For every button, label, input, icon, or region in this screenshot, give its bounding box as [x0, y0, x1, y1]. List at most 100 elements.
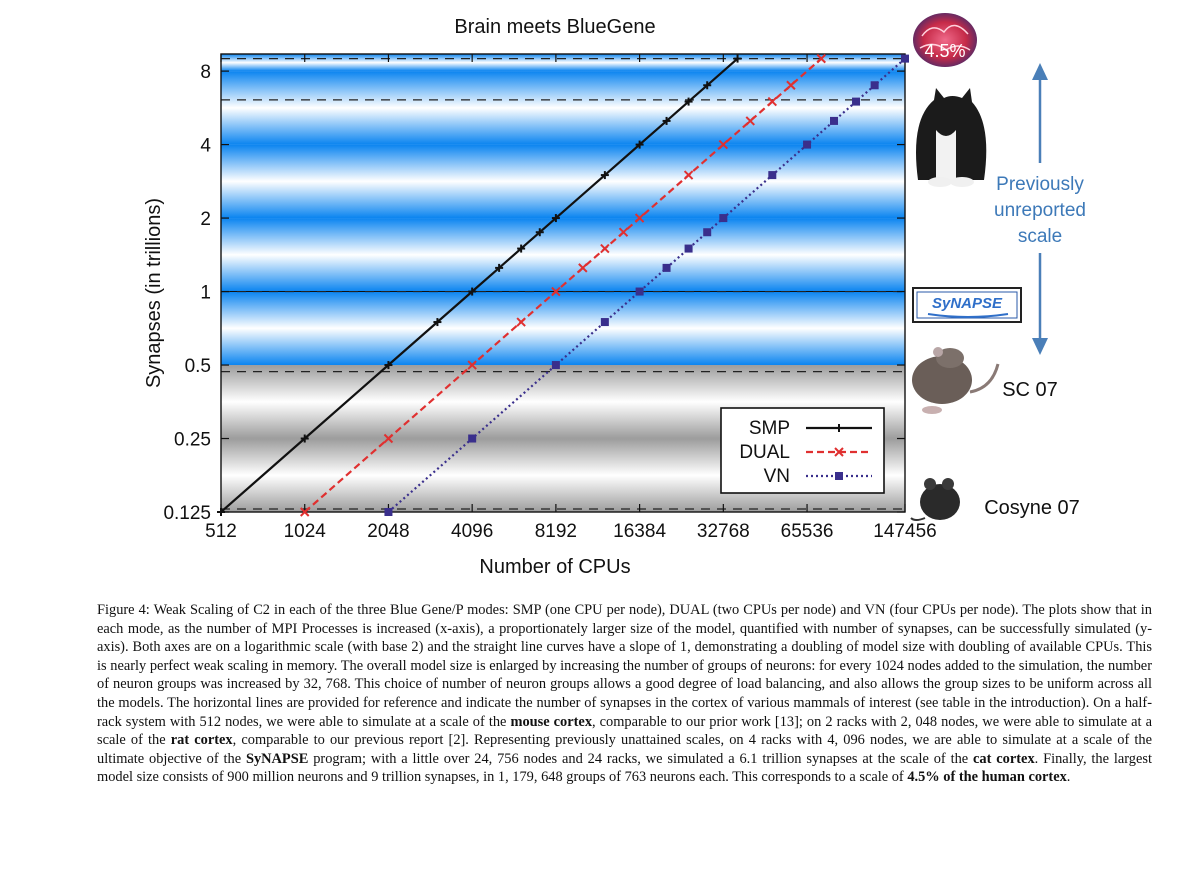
- data-point-dual: [578, 263, 588, 273]
- x-tick-label: 2048: [367, 521, 409, 542]
- brain-illustration: 4.5%: [913, 13, 977, 67]
- legend-marker-smp: [835, 424, 843, 432]
- plot-frame: [220, 53, 906, 513]
- caption-line-11b: program;: [308, 750, 366, 767]
- caption-line-10b: , comparable to our previous report [2].…: [232, 732, 616, 749]
- data-point-dual: [816, 53, 826, 64]
- data-point-vn: [830, 116, 839, 125]
- caption-line-9b: , comparable to our prior work [13]; on …: [592, 713, 867, 730]
- x-tick-label: 8192: [535, 521, 577, 542]
- rat-illustration: [912, 347, 1000, 414]
- marker-stroke: [551, 286, 561, 297]
- caption-line-9a: half-rack system with 512 nodes, we were…: [97, 694, 1152, 730]
- data-point-vn: [600, 318, 609, 327]
- legend-marker-dual: [834, 447, 844, 457]
- caption-line-10a: with 2, 048 nodes, we were able to simul…: [97, 713, 1152, 749]
- marker-stroke: [745, 116, 755, 126]
- data-point-vn: [870, 81, 879, 90]
- marker-stroke: [634, 213, 645, 223]
- legend-label-dual: DUAL: [739, 442, 790, 463]
- figure-caption: Figure 4: Weak Scaling of C2 in each of …: [97, 601, 1152, 787]
- x-tick-label: 16384: [613, 521, 666, 542]
- data-point-dual: [300, 507, 310, 517]
- marker-stroke: [618, 227, 629, 237]
- x-tick-label: 147456: [873, 521, 936, 542]
- caption-line-7: a good degree of load balancing, and als…: [97, 676, 1152, 711]
- data-point-dual: [467, 360, 477, 370]
- background-band: [221, 291, 905, 366]
- y-tick-label: 4: [200, 136, 211, 157]
- marker-stroke: [600, 243, 610, 254]
- data-point-dual: [767, 96, 778, 107]
- data-point-dual: [383, 433, 394, 444]
- caption-line-11a: unattained scales, on 4 racks with 4, 09…: [97, 732, 1152, 767]
- legend-label-smp: SMP: [749, 418, 790, 439]
- series-smp: [217, 54, 742, 516]
- caption-line-12a: with a little over 24, 756 nodes and 24 …: [370, 750, 974, 767]
- data-point-vn: [901, 54, 909, 63]
- y-tick-label: 8: [200, 62, 211, 83]
- x-tick-label: 4096: [451, 521, 493, 542]
- x-tick-label: 512: [205, 521, 237, 542]
- data-point-vn: [468, 434, 477, 443]
- marker-stroke: [683, 170, 694, 180]
- data-point-vn: [662, 263, 671, 272]
- x-tick-label: 1024: [284, 521, 327, 542]
- background-band: [221, 144, 905, 219]
- caption-line-5: nearly perfect weak scaling in memory. T…: [110, 657, 904, 674]
- y-tick-label: 1: [200, 283, 211, 304]
- data-point-vn: [768, 171, 777, 180]
- background-band: [221, 71, 905, 145]
- x-tick-label: 32768: [697, 521, 750, 542]
- caption-line-6: nodes added to the simulation, the numbe…: [97, 657, 1152, 693]
- data-point-vn: [803, 140, 812, 149]
- data-point-vn: [635, 287, 644, 296]
- rat-cortex-term: rat cortex: [170, 732, 233, 749]
- data-point-smp: [517, 244, 526, 253]
- data-point-smp: [300, 434, 309, 443]
- x-axis-label: Number of CPUs: [479, 556, 630, 578]
- data-point-dual: [683, 170, 694, 180]
- cosyne07-label: Cosyne 07: [984, 497, 1080, 519]
- data-point-dual: [551, 286, 561, 297]
- data-point-dual: [718, 139, 729, 150]
- marker-stroke: [300, 507, 310, 517]
- plot-border: [220, 53, 906, 513]
- caption-line-8: for reference and indicate the number of…: [363, 694, 1121, 711]
- data-point-smp: [433, 318, 442, 327]
- brain-icon: [913, 13, 977, 67]
- data-point-dual: [600, 243, 610, 254]
- annotation-text: Previously unreported scale: [994, 174, 1086, 247]
- figure-label: Figure 4:: [97, 602, 150, 618]
- caption-line-12b: . Finally, the largest: [1034, 750, 1152, 767]
- data-point-dual: [745, 116, 755, 126]
- data-point-dual: [516, 317, 526, 327]
- legend-label-vn: VN: [764, 466, 790, 487]
- caption-line-4: base 2) and the straight line curves hav…: [97, 639, 1152, 674]
- y-axis-label: Synapses (in trillions): [143, 198, 165, 388]
- data-point-smp: [468, 287, 477, 296]
- background-bands: [221, 54, 905, 512]
- marker-stroke: [767, 96, 778, 107]
- mouse-cortex-term: mouse cortex: [510, 713, 593, 730]
- data-point-vn: [551, 361, 560, 370]
- data-point-smp: [635, 140, 644, 149]
- data-point-dual: [618, 227, 629, 237]
- y-tick-label: 0.5: [185, 356, 211, 377]
- series-dual: [300, 53, 826, 517]
- caption-line-1: Weak Scaling of C2 in each of the three …: [153, 602, 886, 618]
- data-point-dual: [786, 80, 796, 90]
- data-point-vn: [719, 214, 728, 223]
- human-cortex-term: 4.5% of the human cortex: [907, 769, 1067, 786]
- marker-stroke: [578, 263, 588, 273]
- marker-stroke: [383, 433, 394, 444]
- data-point-smp: [384, 361, 393, 370]
- marker-stroke: [516, 317, 526, 327]
- chart-svg: Brain meets BlueGene 0.125 0.25 0.5 1 2 4 8 51…: [143, 13, 1086, 578]
- marker-stroke: [467, 360, 477, 370]
- data-point-smp: [703, 81, 712, 90]
- synapse-logo: SyNAPSE: [912, 287, 1022, 323]
- mouse-illustration: [910, 478, 960, 521]
- data-point-smp: [217, 508, 225, 516]
